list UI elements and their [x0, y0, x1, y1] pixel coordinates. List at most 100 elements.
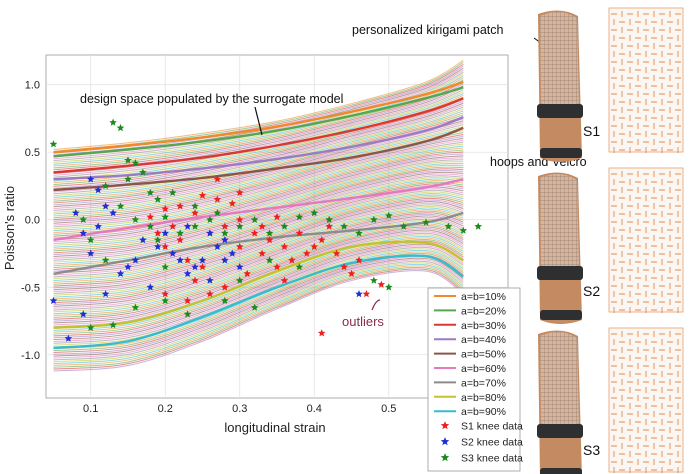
knee-point-s1-22 [325, 222, 333, 230]
knee-point-s3-10 [116, 202, 125, 210]
knee-point-s1-34 [235, 215, 244, 223]
legend-star-s3 [440, 453, 450, 462]
design-space-curve [53, 191, 464, 280]
design-space-annotation: design space populated by the surrogate … [80, 92, 343, 106]
design-space-curve [53, 114, 464, 202]
patch-panel: personalized kirigami patch hoops and Ve… [352, 7, 684, 474]
knee-point-s3-16 [206, 215, 214, 223]
velcro-hoop [537, 424, 583, 438]
knee-model-s1 [537, 10, 583, 163]
kirigami-patch [540, 11, 579, 108]
design-space-curve [53, 129, 464, 217]
pattern-cuts [611, 331, 681, 473]
pattern-border [608, 7, 684, 153]
knee-point-s2-18 [198, 256, 207, 264]
design-space-curve [53, 151, 464, 237]
knee-point-s1-32 [221, 283, 229, 291]
series-line-3 [53, 97, 464, 174]
panel-label-s1: S1 [583, 123, 600, 139]
knee-point-s2-17 [191, 263, 199, 271]
knee-point-s1-27 [168, 222, 177, 230]
knee-point-s1-42 [317, 329, 326, 337]
design-space-curve [53, 164, 464, 250]
series-line-6 [53, 178, 464, 242]
knee-point-s3-34 [86, 323, 95, 331]
x-tick-label-3: 0.4 [307, 403, 322, 415]
design-space-curve [53, 209, 464, 300]
knee-point-s2-9 [101, 290, 110, 298]
knee-point-s3-32 [459, 226, 468, 234]
design-space-curve [53, 147, 464, 234]
knee-point-s1-9 [228, 199, 237, 207]
design-space-curve [53, 237, 464, 333]
knee-point-s1-39 [191, 276, 199, 284]
x-tick-label-2: 0.3 [232, 403, 247, 415]
knee-point-s2-21 [221, 236, 229, 244]
design-space-curve [53, 155, 464, 241]
knee-point-s1-8 [221, 222, 229, 230]
knee-point-s3-31 [444, 222, 453, 230]
design-space-curve [53, 213, 464, 306]
pattern-border [608, 167, 684, 313]
design-space-curve [53, 59, 464, 151]
knee-point-s2-1 [64, 334, 73, 342]
knee-point-s3-47 [101, 256, 110, 264]
x-axis-label: longitudinal strain [224, 420, 325, 435]
knee-point-s1-21 [317, 236, 326, 244]
design-space-curve [53, 159, 464, 245]
knee-point-s3-35 [109, 321, 117, 329]
design-space-curve [53, 251, 464, 350]
design-space-curve [53, 260, 464, 361]
cut-pattern-s3 [608, 327, 684, 473]
knee-point-s1-4 [183, 256, 192, 264]
legend-knee-label-3: S3 knee data [461, 453, 523, 465]
knee-point-s3-23 [310, 209, 319, 217]
knee-point-s3-28 [385, 211, 393, 219]
design-space-curve [53, 124, 464, 211]
velcro-hoop [540, 310, 582, 320]
knee-point-s2-11 [131, 256, 140, 264]
knee-point-s2-28 [206, 229, 214, 237]
knee-point-s1-18 [295, 229, 304, 237]
knee-point-s3-17 [221, 229, 229, 237]
knee-model-s3 [537, 330, 583, 474]
x-tick-label-1: 0.2 [158, 403, 173, 415]
design-space-curve [53, 199, 464, 289]
knee-point-s2-20 [213, 242, 222, 250]
knee-point-s2-30 [355, 290, 363, 298]
design-space-curve [53, 235, 464, 331]
series-line-8 [53, 240, 464, 329]
knee-point-s2-16 [183, 269, 192, 277]
knee-point-s2-8 [86, 249, 95, 257]
kirigami-patch [540, 331, 579, 428]
design-space-curve [53, 143, 464, 230]
knee-point-s3-49 [79, 215, 88, 223]
knee-point-s3-52 [235, 276, 244, 284]
knee-point-s2-2 [79, 310, 88, 318]
knee-point-s2-26 [124, 263, 132, 271]
knee-point-s3-30 [422, 218, 430, 226]
design-space-curve [53, 257, 464, 357]
design-space-curve [53, 110, 464, 199]
knee-point-s1-38 [161, 204, 169, 213]
knee-point-s3-5 [139, 168, 147, 176]
knee-point-s3-20 [265, 229, 274, 237]
legend-knee-label-1: S1 knee data [461, 421, 523, 433]
knee-point-s3-15 [191, 222, 199, 230]
knee-point-s3-36 [131, 303, 140, 311]
design-space-curve [53, 205, 464, 296]
design-space-curve [53, 266, 464, 368]
design-space-curve [53, 212, 464, 304]
knee-point-s2-10 [116, 269, 125, 277]
knee-point-s2-29 [221, 256, 229, 264]
knee-point-s1-28 [191, 209, 199, 217]
legend-label-1: a=b=10% [461, 291, 506, 303]
panel-label-s2: S2 [583, 283, 600, 299]
x-tick-label-4: 0.5 [381, 403, 396, 415]
legend-label-6: a=b=60% [461, 363, 506, 375]
design-space-curve [53, 161, 464, 247]
knee-point-s3-33 [474, 222, 482, 230]
knee-point-s3-43 [385, 283, 393, 291]
legend-knee-label-2: S2 knee data [461, 437, 523, 449]
